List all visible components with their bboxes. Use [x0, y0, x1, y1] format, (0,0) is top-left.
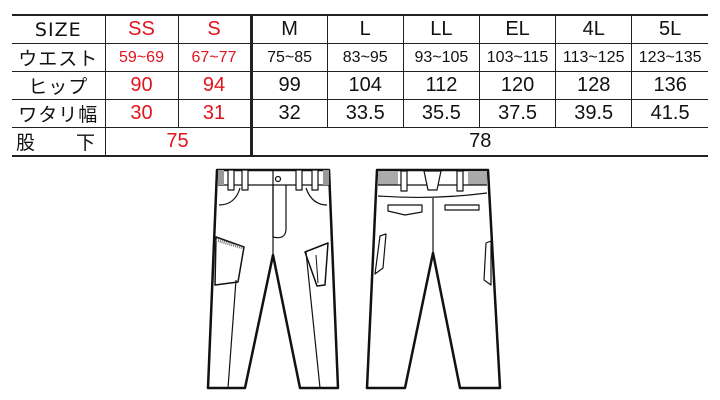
cell: 78 — [250, 127, 708, 157]
table-row-inseam: 股 下 75 78 — [12, 127, 708, 157]
cell: 41.5 — [631, 99, 708, 128]
row-label: ウエスト — [12, 43, 106, 72]
cell: 112 — [402, 71, 480, 100]
cell: 123~135 — [631, 43, 708, 72]
cell: 75 — [104, 127, 253, 157]
table-row-waist: ウエスト 59~69 67~77 75~85 83~95 93~105 103~… — [12, 43, 708, 72]
header-size: 4L — [555, 14, 633, 44]
size-chart-table: SIZE SS S M L LL EL 4L 5L ウエスト 59~69 67~… — [12, 14, 708, 157]
cell: 35.5 — [402, 99, 480, 128]
cell: 37.5 — [478, 99, 557, 128]
cell: 30 — [104, 99, 179, 128]
cell: 99 — [250, 71, 328, 100]
row-label: ワタリ幅 — [12, 99, 106, 128]
table-row-thigh: ワタリ幅 30 31 32 33.5 35.5 37.5 39.5 41.5 — [12, 99, 708, 128]
cell: 103~115 — [478, 43, 557, 72]
pants-front-illustration — [206, 168, 340, 390]
pants-back-illustration — [365, 168, 502, 390]
header-size: L — [326, 14, 404, 44]
cell: 104 — [326, 71, 404, 100]
cell: 39.5 — [555, 99, 633, 128]
cell: 83~95 — [326, 43, 404, 72]
table-header-row: SIZE SS S M L LL EL 4L 5L — [12, 14, 708, 44]
cell: 94 — [177, 71, 253, 100]
header-size: M — [250, 14, 328, 44]
header-size: LL — [402, 14, 480, 44]
cell: 31 — [177, 99, 253, 128]
cell: 32 — [250, 99, 328, 128]
header-size: S — [177, 14, 253, 44]
cell: 136 — [631, 71, 708, 100]
cell: 67~77 — [177, 43, 253, 72]
header-size: EL — [478, 14, 557, 44]
header-label: SIZE — [12, 14, 106, 44]
cell: 59~69 — [104, 43, 179, 72]
row-label: ヒップ — [12, 71, 106, 100]
header-size: SS — [104, 14, 179, 44]
cell: 33.5 — [326, 99, 404, 128]
